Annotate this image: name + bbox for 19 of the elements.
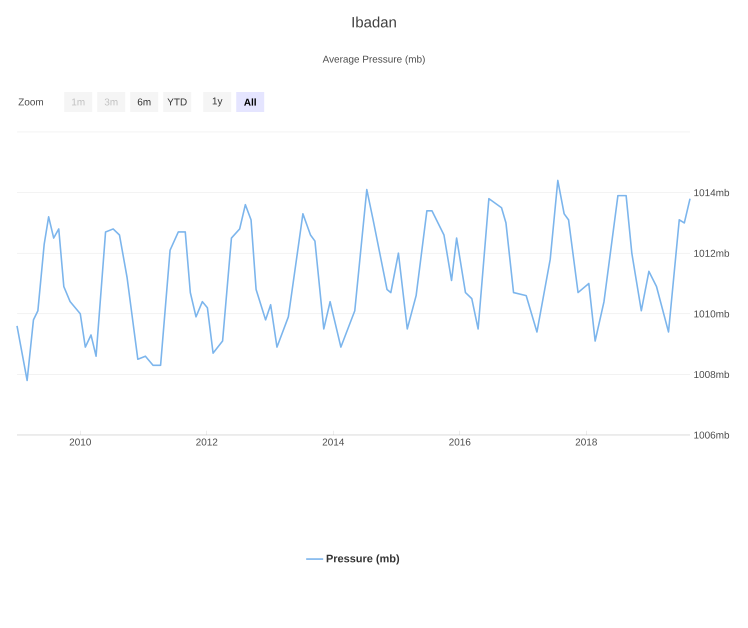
x-tick-label: 2014 — [322, 438, 344, 446]
text: 6m — [138, 98, 150, 106]
x-tick-label: 2012 — [196, 438, 218, 446]
text: YTD — [167, 98, 187, 106]
y-tick-label: 1006mb — [694, 431, 730, 439]
y-tick-label: 1010mb — [694, 310, 730, 318]
y-tick-label: 1012mb — [694, 250, 730, 257]
legend-label: Pressure (mb) — [326, 554, 400, 565]
line-series — [16, 180, 691, 382]
x-tick-label: 2016 — [449, 438, 470, 446]
y-tick-label: 1008mb — [694, 370, 730, 378]
text: 1y — [212, 98, 222, 106]
x-tick-label: 2018 — [576, 438, 597, 446]
chart-title: Ibadan — [352, 16, 396, 28]
text: All — [244, 98, 256, 106]
x-tick-label: 2010 — [70, 438, 91, 446]
text: Zoom — [18, 98, 44, 106]
chart-subtitle: Average Pressure (mb) — [322, 55, 425, 65]
y-tick-label: 1014mb — [694, 188, 730, 196]
